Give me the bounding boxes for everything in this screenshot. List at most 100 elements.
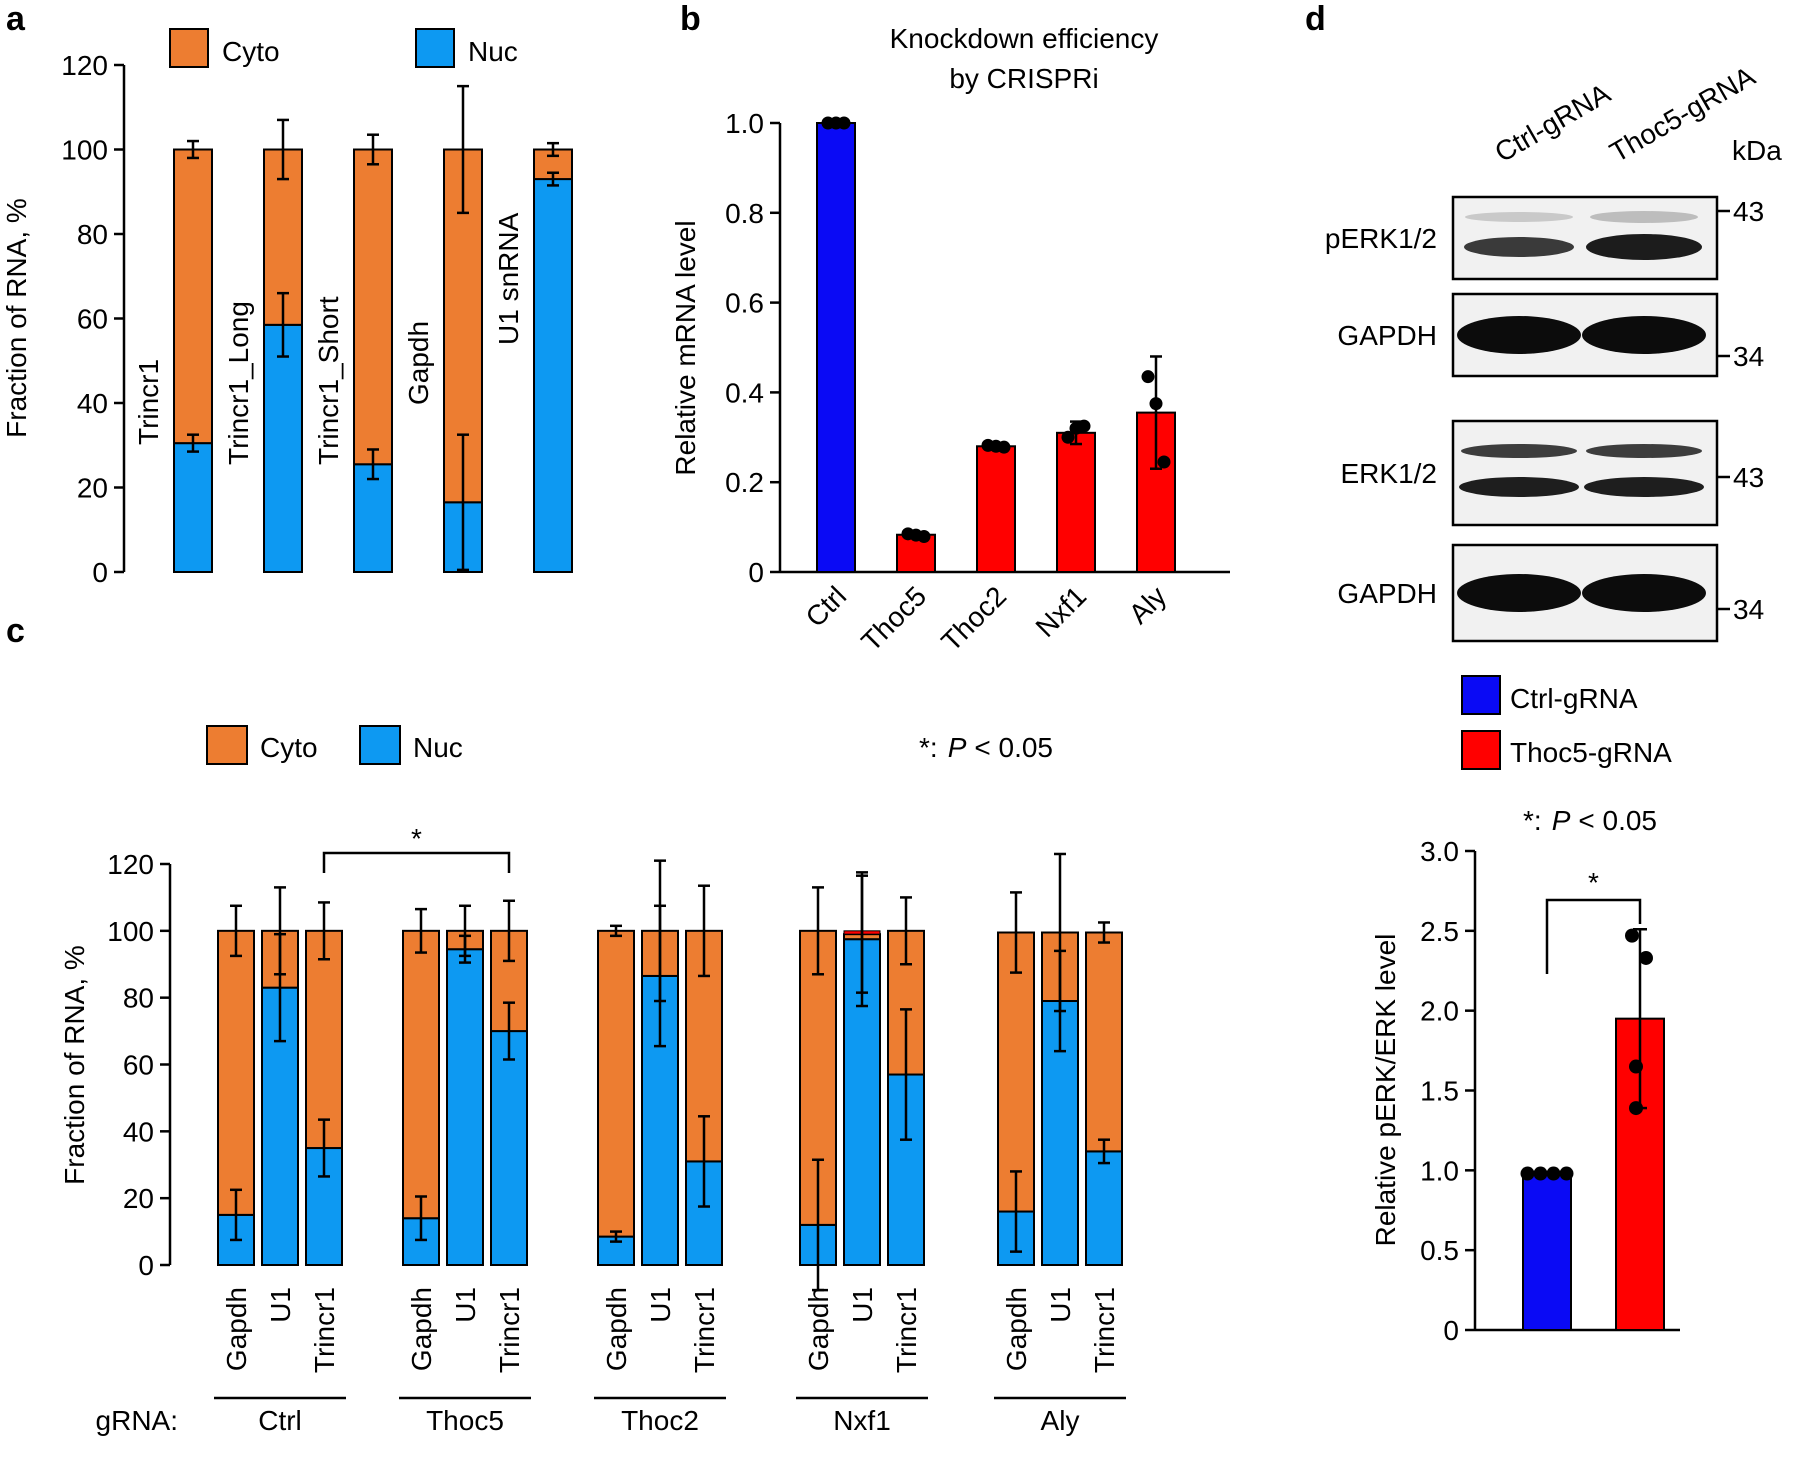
bar-c-nuc [1085, 1150, 1123, 1266]
significance-d-bracket [1545, 898, 1642, 974]
axis-b-ytick-label: 0.4 [725, 377, 764, 408]
significance-d-star: * [1588, 867, 1599, 898]
blot-band [1590, 211, 1698, 223]
point-d [1559, 1166, 1574, 1181]
axis-a-ytick-label: 20 [77, 473, 108, 504]
blot-band [1464, 237, 1574, 257]
axis-c-ytick-label: 100 [107, 916, 154, 947]
category-c-label: Gapdh [601, 1287, 632, 1371]
axis-a-ytick-label: 100 [61, 135, 108, 166]
panel-b-title-line1: Knockdown efficiency [890, 23, 1159, 54]
point-d [1629, 1101, 1643, 1116]
blot-band [1457, 316, 1581, 354]
legend-a-nuc-swatch [415, 28, 455, 68]
point-b [1149, 397, 1163, 411]
axis-b-ticks: 0 0.2 0.4 0.6 0.8 1.0 [725, 108, 780, 588]
bar-c-cyto [1085, 931, 1123, 1153]
blot-marker-label: 43 [1733, 462, 1764, 493]
blot-band [1586, 444, 1702, 458]
panel-c-label: c [6, 612, 25, 650]
legend-d-ctrl-swatch [1461, 675, 1501, 715]
bars-c: Gapdh U1 Trincr1 Ctrl Gapdh U1 Trincr1 Thoc5 Gap… [214, 823, 1126, 1436]
legend-a-cyto-swatch [169, 28, 209, 68]
axis-c-ticks: 0 20 40 60 80 100 120 [107, 849, 170, 1281]
bars-d: * [1520, 867, 1665, 1332]
bar-c-cyto [997, 931, 1035, 1213]
point-b [997, 440, 1011, 454]
axis-d-ytick-label: 3.0 [1420, 836, 1459, 867]
category-c-label: U1 [645, 1287, 676, 1323]
point-d [1639, 950, 1653, 965]
group-c-label: Thoc5 [426, 1405, 504, 1436]
panel-c-pvalue-p: P [948, 732, 967, 763]
blot-box [1451, 419, 1719, 527]
group-c-label: Nxf1 [833, 1405, 891, 1436]
point-d [1520, 1166, 1535, 1181]
category-c-label: Gapdh [406, 1287, 437, 1371]
category-a-label: Gapdh [403, 321, 434, 405]
axis-a-ytick-label: 120 [61, 50, 108, 81]
category-c-label: Trincr1 [1089, 1287, 1120, 1373]
axis-b-ylabel: Relative mRNA level [670, 220, 701, 475]
point-d [1546, 1166, 1561, 1181]
panel-a-label: a [6, 0, 26, 38]
group-c-label: Ctrl [258, 1405, 302, 1436]
bar-b [1056, 431, 1096, 573]
axis-d-ytick-label: 2.5 [1420, 916, 1459, 947]
blot-rows: pERK1/2 43 GAPDH 34 ERK1/2 43 GAPDH 34 [1325, 195, 1764, 643]
panel-d-pvalue-p: P [1552, 805, 1571, 836]
panel-d-chart: Ctrl-gRNA Thoc5-gRNA *: P < 0.05 Relative … [1370, 675, 1680, 1346]
bar-b [976, 445, 1016, 573]
bar-b [816, 122, 856, 573]
bar-c-nuc [1041, 1000, 1079, 1267]
axis-d-ticks: 0 0.5 1.0 1.5 2.0 2.5 3.0 [1420, 836, 1475, 1346]
blot-row-label: ERK1/2 [1341, 458, 1438, 489]
bar-a-nuc [173, 442, 213, 574]
panel-d-pvalue-rest: < 0.05 [1578, 805, 1657, 836]
panel-b: Knockdown efficiency by CRISPRi Relative… [670, 23, 1230, 657]
bars-a: Trincr1 Trincr1_Long Trincr1_Short Gapdh U1 … [133, 84, 573, 574]
point-b [917, 530, 931, 544]
point-d [1533, 1166, 1548, 1181]
category-b-label: Thoc2 [935, 580, 1012, 657]
axis-d-ytick-label: 0.5 [1420, 1235, 1459, 1266]
axis-b-ytick-label: 0.2 [725, 467, 764, 498]
axis-a-ticks: 0 20 40 60 80 100 120 [61, 50, 124, 588]
axis-c-ytick-label: 60 [123, 1050, 154, 1081]
axis-b-ytick-label: 0.8 [725, 198, 764, 229]
category-b-label: Nxf1 [1030, 580, 1093, 643]
bar-c-cyto [305, 929, 343, 1150]
blot-band [1584, 477, 1704, 497]
category-b-label: Thoc5 [855, 580, 932, 657]
axis-c-ytick-label: 0 [138, 1250, 154, 1281]
group-c-label: Thoc2 [621, 1405, 699, 1436]
axis-b-ytick-label: 0 [748, 557, 764, 588]
category-a-label: Trincr1_Short [313, 296, 344, 465]
category-b-label: Ctrl [800, 580, 853, 633]
point-b [1141, 370, 1155, 384]
bar-a-cyto [353, 148, 393, 466]
axis-b-ytick-label: 0.6 [725, 288, 764, 319]
bar-a-cyto [173, 148, 213, 445]
bar-c-cyto [217, 929, 255, 1216]
point-b [1157, 455, 1171, 469]
blot-marker-label: 43 [1733, 196, 1764, 227]
axis-d-ytick-label: 1.5 [1420, 1076, 1459, 1107]
panel-d-pvalue-note: *: P < 0.05 [1523, 805, 1657, 836]
category-a-label: Trincr1 [133, 359, 164, 445]
category-b-label: Aly [1123, 580, 1172, 629]
legend-a-cyto-label: Cyto [222, 36, 280, 67]
point-b [1077, 419, 1091, 433]
panel-c-pvalue-rest: < 0.05 [974, 732, 1053, 763]
point-b [1061, 430, 1075, 444]
category-c-label: Trincr1 [689, 1287, 720, 1373]
axis-c-ytick-label: 40 [123, 1116, 154, 1147]
blot-kda-label: kDa [1732, 135, 1782, 166]
bar-c-cyto [597, 929, 635, 1238]
blot-marker-label: 34 [1733, 341, 1764, 372]
axis-d-ylabel: Relative pERK/ERK level [1370, 934, 1401, 1247]
blot-band [1586, 234, 1702, 260]
category-c-label: Trincr1 [891, 1287, 922, 1373]
axis-a-ytick-label: 0 [92, 557, 108, 588]
axis-d-ytick-label: 1.0 [1420, 1155, 1459, 1186]
